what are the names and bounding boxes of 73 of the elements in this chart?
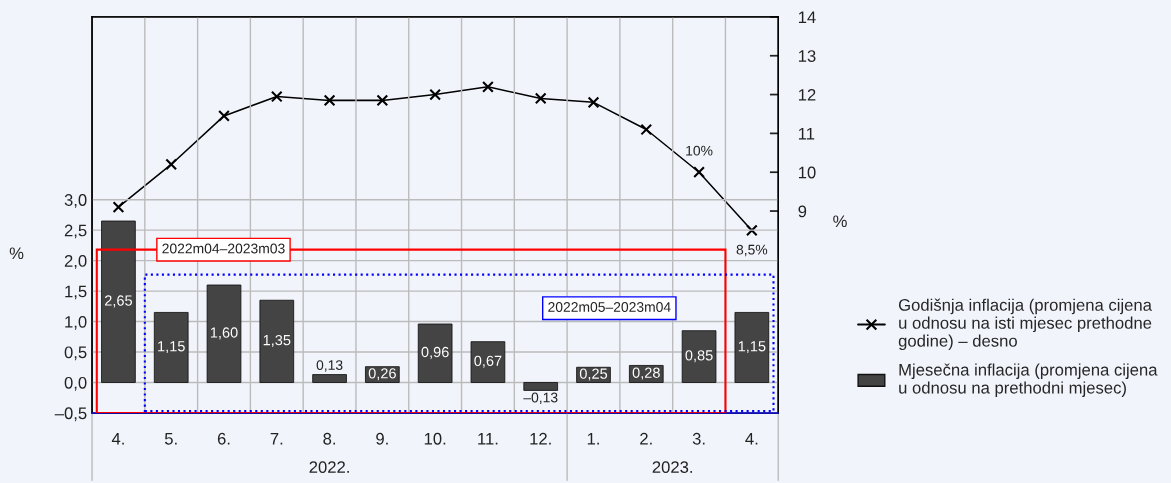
y-tick-label: 2,0	[64, 255, 87, 269]
x-tick-label: 3.	[692, 432, 705, 445]
y-tick-label: 0,0	[64, 376, 87, 391]
data-label: 10%	[686, 145, 713, 156]
point	[429, 88, 442, 101]
bar	[734, 312, 770, 383]
data-label: 0,13	[316, 360, 343, 372]
y2-tick-label: 11	[798, 127, 815, 140]
point	[587, 96, 600, 109]
y2-axis-title: %	[833, 215, 847, 228]
y2-tick-label: 10	[798, 166, 816, 179]
data-label: 8,5%	[736, 244, 768, 257]
point	[323, 94, 336, 107]
y2-tick-label: 14	[798, 11, 816, 23]
y2-tick-label: 9	[798, 205, 807, 218]
point	[270, 90, 283, 103]
bar	[681, 330, 717, 383]
x-tick-label: 12.	[530, 432, 551, 445]
point	[534, 92, 547, 105]
y-tick-label: –0,5	[54, 407, 87, 422]
data-label: 0,26	[368, 368, 396, 381]
legend-label: Godišnja inflacija (promjena cijena u odnosu na isti mjesec prethodne godine) – desno	[898, 298, 1152, 351]
point	[112, 201, 125, 214]
y-tick-label: 1,5	[65, 285, 87, 300]
y-axis-title: %	[9, 247, 24, 260]
point	[693, 166, 705, 179]
bar	[417, 323, 453, 383]
bar	[312, 374, 347, 383]
legend-label: Mjesečna inflacija (promjena cijena u odnosu na prethodni mjesec)	[899, 363, 1158, 397]
y2-tick-label: 12	[798, 88, 816, 101]
y-tick-label: 3,0	[64, 194, 87, 208]
data-label: 0,25	[579, 368, 608, 381]
y2-tick-label: 13	[798, 50, 816, 62]
data-label: 1,15	[158, 341, 185, 354]
x-tick-label: 4.	[111, 433, 124, 445]
x-tick-label: 2.	[640, 432, 652, 445]
bar	[470, 341, 506, 383]
data-label: 1,35	[263, 334, 291, 348]
point	[218, 110, 230, 122]
x-tick-label: 6.	[217, 432, 230, 445]
x-tick-label: 11.	[478, 433, 498, 445]
x-tick-label: 10.	[424, 432, 446, 445]
x-tick-label: 7.	[270, 433, 283, 445]
x-tick-label: 8.	[323, 432, 335, 445]
point	[640, 123, 653, 136]
data-label: 0,28	[632, 367, 660, 380]
y-tick-label: 2,5	[64, 224, 87, 239]
x-tick-label: 4.	[745, 433, 758, 445]
bar	[153, 312, 189, 383]
point	[745, 224, 758, 237]
point	[165, 158, 178, 171]
data-label: –0,13	[523, 392, 558, 405]
data-label: 0,85	[685, 350, 713, 363]
text: 2023.	[652, 461, 693, 473]
bar	[206, 284, 242, 383]
x-tick-label: 5.	[164, 433, 177, 445]
data-label: 0,96	[421, 346, 449, 359]
point	[482, 80, 494, 93]
point	[376, 94, 389, 107]
data-label: 2,65	[104, 295, 133, 308]
data-label: 1,15	[738, 341, 766, 354]
bar	[101, 220, 136, 383]
y-tick-label: 0,5	[64, 346, 87, 361]
x-tick-label: 9.	[376, 432, 388, 445]
data-label: 0,67	[474, 355, 502, 368]
y-tick-label: 1,0	[65, 315, 87, 330]
x-tick-label: 1.	[587, 433, 599, 445]
bar	[523, 382, 559, 391]
text: 2022.	[309, 461, 349, 473]
bar	[259, 299, 295, 383]
annotation: 2022m04–2023m03	[162, 243, 285, 254]
data-label: 1,60	[210, 327, 238, 340]
annotation: 2022m05–2023m04	[548, 302, 671, 312]
